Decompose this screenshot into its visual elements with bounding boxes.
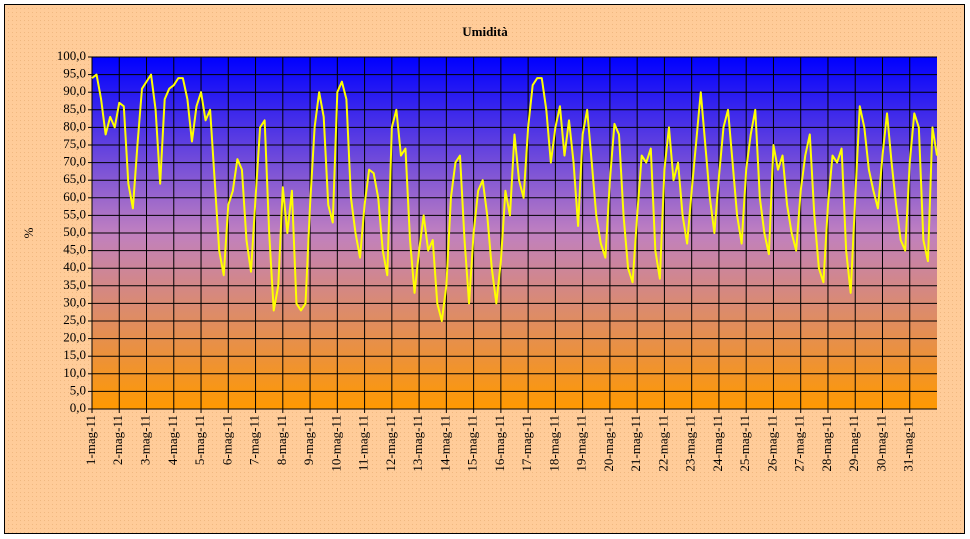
x-tick-label: 11-mag-11: [356, 415, 371, 471]
x-tick-label: 9-mag-11: [301, 415, 316, 465]
y-tick-label: 95,0: [63, 66, 86, 81]
y-tick-label: 5,0: [70, 382, 86, 397]
x-tick-label: 28-mag-11: [819, 415, 834, 472]
y-tick-label: 70,0: [63, 154, 86, 169]
y-tick-label: 90,0: [63, 83, 86, 98]
x-tick-label: 14-mag-11: [437, 415, 452, 472]
y-tick-label: 75,0: [63, 136, 86, 151]
x-tick-label: 10-mag-11: [328, 415, 343, 472]
y-tick-label: 25,0: [63, 312, 86, 327]
x-tick-label: 29-mag-11: [846, 415, 861, 472]
x-tick-label: 1-mag-11: [83, 415, 98, 465]
x-tick-label: 3-mag-11: [138, 415, 153, 465]
y-tick-label: 85,0: [63, 101, 86, 116]
data-line: [91, 73, 938, 322]
x-tick-label: 5-mag-11: [192, 415, 207, 465]
x-tick-label: 8-mag-11: [274, 415, 289, 465]
y-tick-label: 40,0: [63, 259, 86, 274]
x-tick-label: 20-mag-11: [601, 415, 616, 472]
chart-title: Umidità: [462, 24, 508, 39]
y-tick-label: 55,0: [63, 206, 86, 221]
x-tick-label: 2-mag-11: [110, 415, 125, 465]
x-tick-label: 16-mag-11: [492, 415, 507, 472]
x-tick-label: 18-mag-11: [546, 415, 561, 472]
y-tick-label: 50,0: [63, 224, 86, 239]
x-tick-label: 17-mag-11: [519, 415, 534, 472]
y-tick-label: 45,0: [63, 242, 86, 257]
x-tick-label: 31-mag-11: [901, 415, 916, 472]
x-tick-label: 30-mag-11: [873, 415, 888, 472]
y-tick-label: 15,0: [63, 347, 86, 362]
x-tick-label: 12-mag-11: [383, 415, 398, 472]
y-tick-label: 30,0: [63, 294, 86, 309]
x-tick-label: 19-mag-11: [574, 415, 589, 472]
y-tick-label: 100,0: [57, 48, 86, 63]
y-tick-label: 35,0: [63, 277, 86, 292]
y-tick-label: 65,0: [63, 171, 86, 186]
x-tick-label: 24-mag-11: [710, 415, 725, 472]
y-axis-label: %: [21, 227, 36, 238]
y-tick-label: 60,0: [63, 189, 86, 204]
x-tick-label: 7-mag-11: [247, 415, 262, 465]
y-tick-label: 0,0: [70, 400, 86, 415]
x-tick-label: 22-mag-11: [655, 415, 670, 472]
x-tick-label: 6-mag-11: [219, 415, 234, 465]
x-tick-label: 23-mag-11: [683, 415, 698, 472]
y-tick-label: 20,0: [63, 330, 86, 345]
x-tick-label: 15-mag-11: [465, 415, 480, 472]
x-tick-label: 27-mag-11: [792, 415, 807, 472]
x-tick-label: 26-mag-11: [764, 415, 779, 472]
y-tick-label: 80,0: [63, 118, 86, 133]
x-tick-label: 4-mag-11: [165, 415, 180, 465]
x-tick-label: 25-mag-11: [737, 415, 752, 472]
x-tick-label: 21-mag-11: [628, 415, 643, 472]
x-tick-label: 13-mag-11: [410, 415, 425, 472]
y-tick-label: 10,0: [63, 365, 86, 380]
